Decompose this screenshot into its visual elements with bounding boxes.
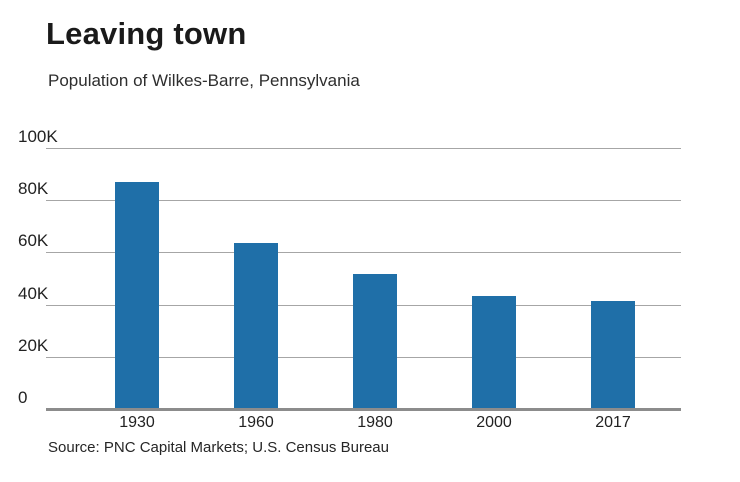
y-tick-label: 100K bbox=[18, 127, 58, 146]
bar-2000 bbox=[472, 296, 516, 408]
chart-title: Leaving town bbox=[46, 16, 247, 51]
y-tick-label: 20K bbox=[18, 336, 49, 355]
x-tick-label: 1960 bbox=[238, 414, 274, 431]
y-tick-label: 0 bbox=[18, 388, 28, 407]
bar-1960 bbox=[234, 243, 278, 408]
chart-subtitle: Population of Wilkes-Barre, Pennsylvania bbox=[48, 71, 360, 90]
x-tick-label: 2017 bbox=[595, 414, 631, 431]
y-tick-label: 40K bbox=[18, 284, 49, 303]
x-tick-label: 1930 bbox=[119, 414, 155, 431]
y-tick-label: 60K bbox=[18, 231, 49, 250]
y-tick-label: 80K bbox=[18, 179, 49, 198]
x-axis-line bbox=[46, 408, 681, 411]
x-tick-label: 1980 bbox=[357, 414, 393, 431]
x-tick-label: 2000 bbox=[476, 414, 512, 431]
bar-1980 bbox=[353, 274, 397, 408]
source-note: Source: PNC Capital Markets; U.S. Census… bbox=[48, 439, 389, 456]
gridline-100K bbox=[46, 148, 681, 149]
gridline-60K bbox=[46, 252, 681, 253]
bar-1930 bbox=[115, 182, 159, 408]
bar-2017 bbox=[591, 301, 635, 408]
gridline-80K bbox=[46, 200, 681, 201]
